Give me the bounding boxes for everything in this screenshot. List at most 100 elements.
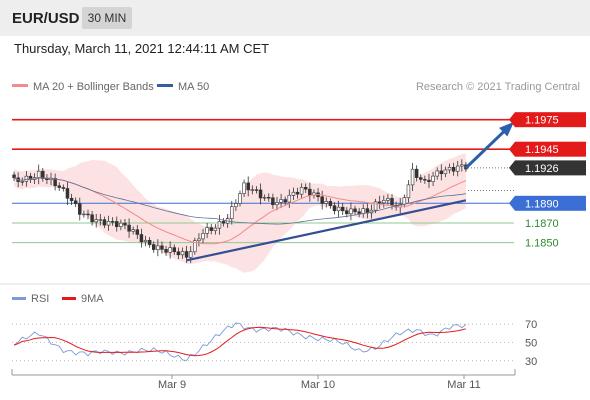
candle-body — [271, 197, 275, 206]
candle-body — [98, 219, 103, 221]
candle-body — [279, 199, 283, 203]
candle-body — [419, 177, 423, 180]
candle-body — [164, 249, 168, 253]
candle-body — [168, 247, 172, 253]
candle-body — [110, 221, 115, 223]
candle-body — [254, 189, 259, 191]
price-tag-1.1890 — [515, 195, 586, 211]
candle-body — [460, 164, 464, 167]
candle-body — [287, 195, 292, 203]
candle-body — [402, 197, 407, 205]
ma50-line — [13, 177, 466, 225]
candle-body — [78, 203, 82, 215]
candle-body — [303, 187, 308, 190]
candle-body — [439, 170, 444, 175]
support-trendline — [186, 199, 467, 262]
candle-body — [41, 170, 45, 179]
rsi-tick-30: 30 — [525, 356, 537, 368]
rsi-legend-label-0: RSI — [31, 293, 49, 305]
rsi-line — [13, 322, 467, 361]
price-tag-pointer-1.1890 — [509, 195, 515, 211]
candle-body — [406, 184, 411, 199]
price-label-1.1850: 1.1850 — [525, 238, 559, 250]
candle-body — [94, 219, 98, 223]
candle-body — [242, 182, 246, 194]
candle-body — [156, 245, 160, 250]
candle-body — [209, 227, 213, 231]
price-label-1.1975: 1.1975 — [525, 115, 559, 127]
candle-body — [193, 240, 197, 253]
candle-body — [176, 251, 181, 256]
price-tag-pointer-1.1975 — [509, 112, 515, 128]
candle-body — [234, 203, 238, 207]
candle-body — [119, 222, 123, 227]
price-label-1.1870: 1.1870 — [525, 218, 559, 230]
candle-body — [455, 165, 460, 172]
rsi-legend-swatch-0 — [12, 297, 26, 300]
candle-body — [123, 222, 127, 226]
candle-body — [90, 214, 94, 223]
rsi-tick-50: 50 — [525, 338, 537, 350]
candle-body — [36, 170, 41, 178]
candle-body — [151, 244, 156, 250]
price-tag-pointer-1.1926 — [509, 160, 515, 176]
candle-body — [106, 221, 111, 226]
candle-body — [361, 208, 365, 214]
candle-body — [184, 251, 189, 258]
candle-body — [443, 169, 448, 175]
legend-label-0: MA 20 + Bollinger Bands — [33, 81, 154, 93]
candle-body — [197, 238, 201, 242]
candle-body — [451, 166, 456, 172]
candle-body — [53, 177, 57, 187]
candle-body — [143, 239, 148, 243]
candle-body — [86, 213, 90, 216]
candle-body — [447, 166, 452, 171]
candle-body — [82, 213, 86, 216]
candle-body — [328, 201, 333, 206]
rsi-legend-label-1: 9MA — [81, 293, 104, 305]
candle-body — [135, 229, 140, 235]
datetime-label: Thursday, March 11, 2021 12:44:11 AM CET — [14, 41, 270, 56]
candle-body — [139, 234, 144, 243]
candle-body — [324, 201, 329, 204]
candle-body — [217, 221, 222, 229]
candle-body — [201, 233, 205, 240]
legend-swatch-0 — [12, 84, 28, 87]
candle-body — [205, 227, 209, 234]
candle-body — [61, 187, 66, 189]
candle-body — [340, 206, 345, 211]
candle-body — [295, 191, 300, 195]
x-tick-label-1: Mar 10 — [301, 379, 335, 391]
symbol-label: EUR/USD — [12, 10, 80, 27]
candle-body — [345, 210, 349, 215]
x-tick-label-2: Mar 11 — [447, 379, 480, 391]
candle-body — [390, 198, 394, 206]
candle-body — [262, 197, 267, 199]
candle-body — [382, 199, 386, 204]
forecast-arrow-head — [499, 121, 515, 137]
legend-label-1: MA 50 — [178, 81, 209, 93]
candle-body — [427, 179, 431, 182]
rsi-9ma-line — [13, 326, 467, 357]
candle-body — [102, 219, 107, 226]
candle-body — [283, 199, 287, 203]
candle-body — [230, 206, 234, 220]
candle-body — [246, 182, 250, 191]
candle-body — [320, 196, 324, 204]
timeframe-badge[interactable]: 30 MIN — [82, 7, 132, 29]
price-label-1.1926: 1.1926 — [525, 163, 559, 175]
candle-body — [258, 189, 263, 199]
chart-header: EUR/USD 30 MIN — [0, 0, 590, 36]
candle-body — [267, 197, 271, 199]
candle-body — [332, 205, 337, 212]
candle-body — [431, 175, 435, 182]
candle-body — [180, 251, 185, 256]
candle-body — [73, 200, 78, 205]
candle-body — [238, 193, 242, 204]
candle-body — [160, 245, 164, 250]
bollinger-band-area — [14, 153, 466, 273]
candle-body — [115, 221, 119, 227]
candle-body — [65, 188, 70, 199]
